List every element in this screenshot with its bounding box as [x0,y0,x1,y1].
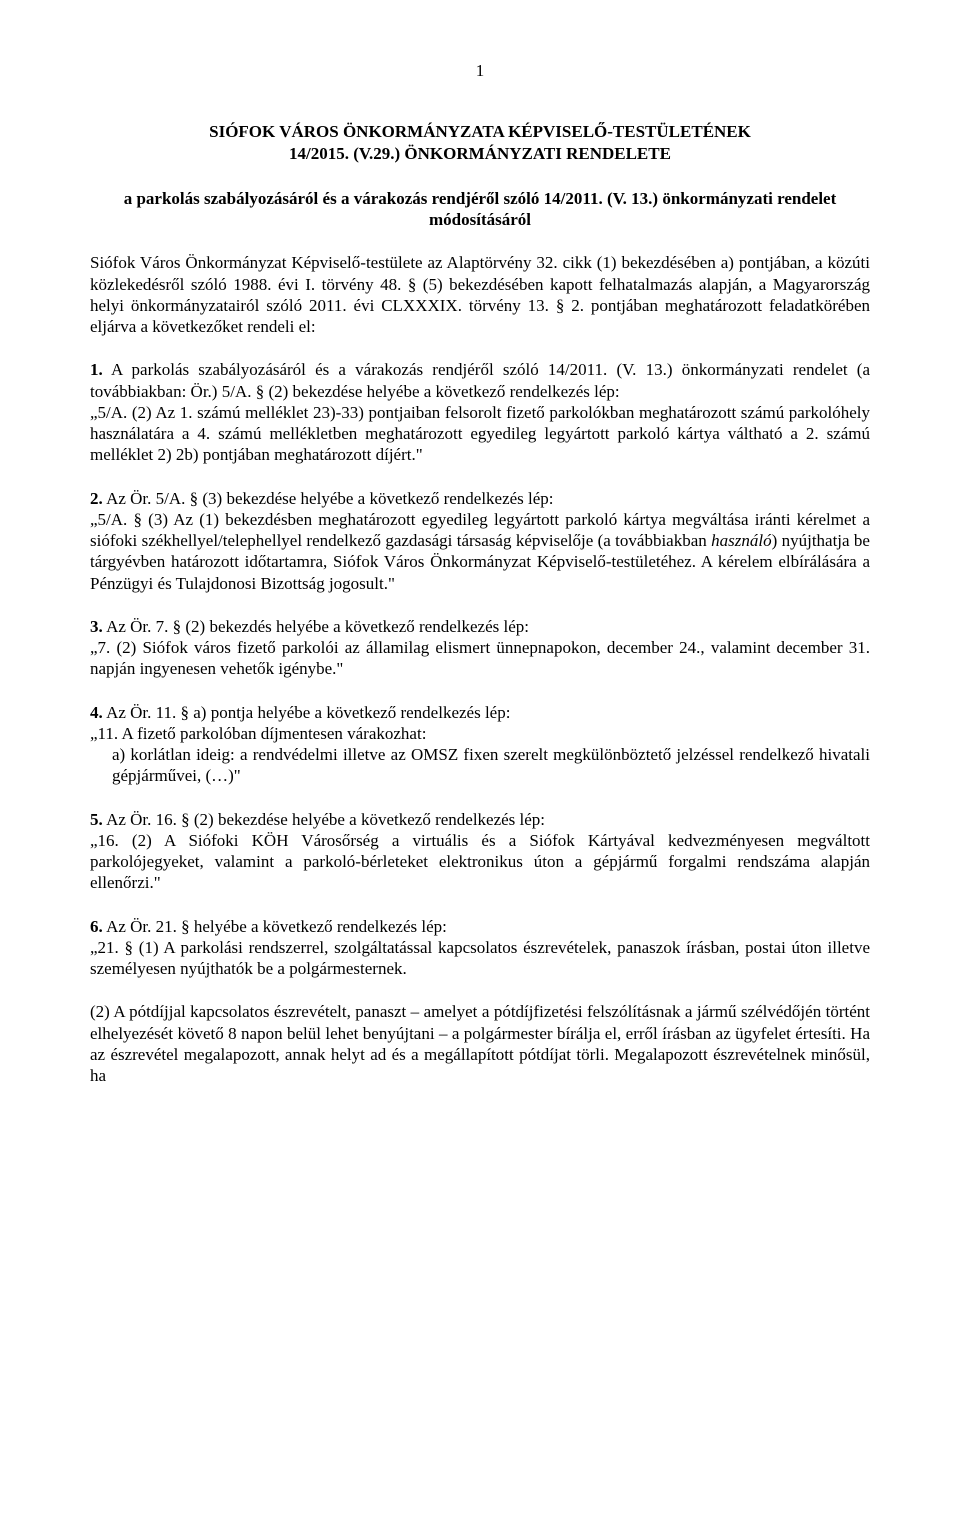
section-1-quote: „5/A. (2) Az 1. számú melléklet 23)-33) … [90,403,870,465]
title-line-2: 14/2015. (V.29.) ÖNKORMÁNYZATI RENDELETE [90,143,870,164]
section-2-body: Az Ör. 5/A. § (3) bekezdése helyébe a kö… [106,489,553,508]
section-3-quote: „7. (2) Siófok város fizető parkolói az … [90,638,870,678]
section-5-lead: 5. [90,810,103,829]
section-4-quote: „11. A fizető parkolóban díjmentesen vár… [90,724,426,743]
subtitle-block: a parkolás szabályozásáról és a várakozá… [90,188,870,231]
section-4: 4. Az Ör. 11. § a) pontja helyébe a köve… [90,702,870,787]
title-line-1: SIÓFOK VÁROS ÖNKORMÁNYZATA KÉPVISELŐ-TES… [90,121,870,142]
section-5-body: Az Ör. 16. § (2) bekezdése helyébe a köv… [106,810,545,829]
section-5-quote: „16. (2) A Siófoki KÖH Városőrség a virt… [90,831,870,893]
section-3-lead: 3. [90,617,103,636]
section-3-body: Az Ör. 7. § (2) bekezdés helyébe a követ… [106,617,529,636]
preamble: Siófok Város Önkormányzat Képviselő-test… [90,252,870,337]
title-block: SIÓFOK VÁROS ÖNKORMÁNYZATA KÉPVISELŐ-TES… [90,121,870,164]
section-6-para2: (2) A pótdíjjal kapcsolatos észrevételt,… [90,1001,870,1086]
section-2: 2. Az Ör. 5/A. § (3) bekezdése helyébe a… [90,488,870,594]
section-1: 1. A parkolás szabályozásáról és a várak… [90,359,870,465]
section-4-lead: 4. [90,703,103,722]
section-4-sub: a) korlátlan ideig: a rendvédelmi illetv… [90,744,870,787]
document-page: 1 SIÓFOK VÁROS ÖNKORMÁNYZATA KÉPVISELŐ-T… [0,0,960,1168]
section-1-body: A parkolás szabályozásáról és a várakozá… [90,360,870,400]
section-4-body: Az Ör. 11. § a) pontja helyébe a követke… [106,703,510,722]
section-6: 6. Az Ör. 21. § helyébe a következő rend… [90,916,870,980]
section-2-italic: használó [711,531,771,550]
section-5: 5. Az Ör. 16. § (2) bekezdése helyébe a … [90,809,870,894]
section-1-lead: 1. [90,360,103,379]
page-number: 1 [90,60,870,81]
section-6-lead: 6. [90,917,103,936]
section-3: 3. Az Ör. 7. § (2) bekezdés helyébe a kö… [90,616,870,680]
section-6-quote: „21. § (1) A parkolási rendszerrel, szol… [90,938,870,978]
section-2-lead: 2. [90,489,103,508]
section-6-body: Az Ör. 21. § helyébe a következő rendelk… [106,917,447,936]
